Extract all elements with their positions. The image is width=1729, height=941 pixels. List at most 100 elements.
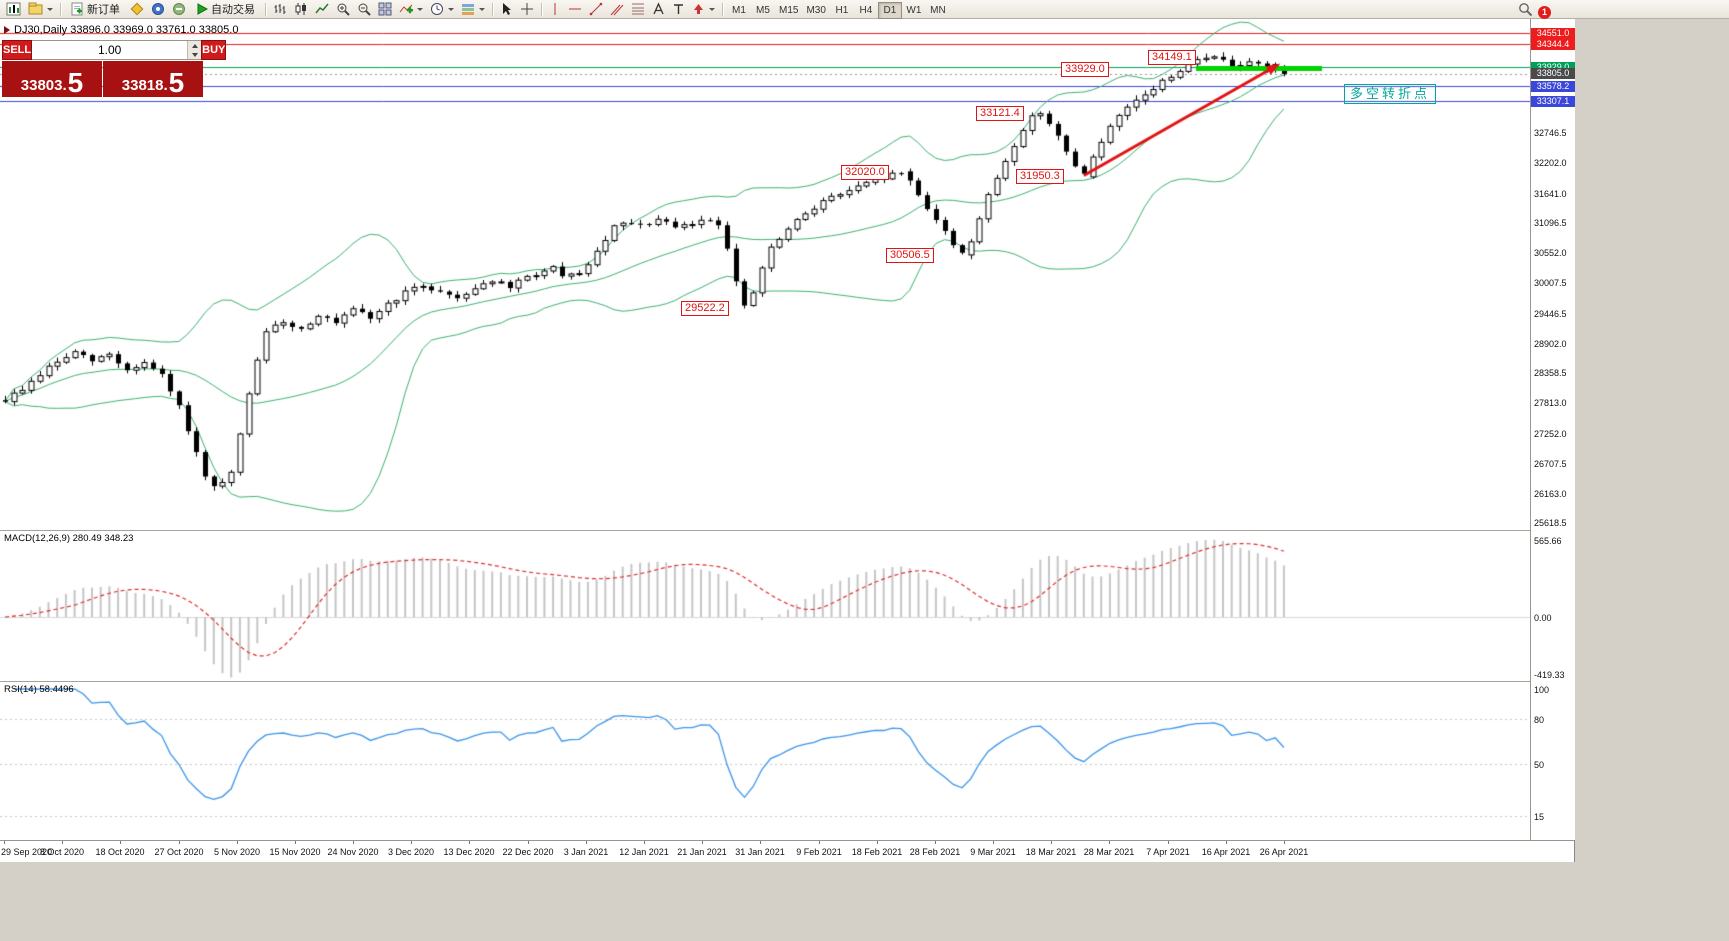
line-chart-icon[interactable] (312, 1, 332, 18)
zoom-in-icon[interactable] (333, 1, 353, 18)
price-tick-label: 25618.5 (1534, 518, 1567, 529)
price-annotation[interactable]: 29522.2 (681, 301, 729, 316)
time-tick-label: 7 Apr 2021 (1146, 847, 1190, 857)
macd-axis-label: 0.00 (1534, 613, 1552, 623)
price-annotation[interactable]: 31950.3 (1016, 169, 1064, 184)
buy-button[interactable]: BUY (201, 40, 227, 60)
price-annotation[interactable]: 30506.5 (886, 248, 934, 263)
time-tick (1168, 841, 1169, 844)
timeframe-m1[interactable]: M1 (727, 2, 751, 19)
options-icon[interactable] (169, 1, 189, 18)
time-tick (877, 841, 878, 844)
price-tick-label: 26163.0 (1534, 488, 1567, 499)
time-tick (120, 841, 121, 844)
price-line-label: 33805.0 (1531, 68, 1575, 80)
timeframe-h1[interactable]: H1 (830, 2, 854, 19)
time-tick (760, 841, 761, 844)
time-tick-label: 13 Dec 2020 (443, 847, 495, 857)
timeframe-mn[interactable]: MN (926, 2, 950, 19)
turning-point-label[interactable]: 多空转折点 (1344, 84, 1437, 104)
price-tick-label: 32746.5 (1534, 127, 1567, 138)
tile-windows-icon[interactable] (375, 1, 395, 18)
equidistant-channel-icon[interactable] (607, 1, 627, 18)
chart-header-text: DJ30,Daily 33896.0 33969.0 33761.0 33805… (14, 24, 239, 36)
price-annotation[interactable]: 33929.0 (1061, 62, 1109, 77)
price-tick-label: 27252.0 (1534, 428, 1567, 439)
volume-down-button[interactable] (188, 50, 202, 59)
fibonacci-icon[interactable] (628, 1, 648, 18)
price-axis[interactable]: 32746.5 32202.0 31641.0 31096.5 30552.0 30007… (1530, 19, 1575, 840)
timeframe-m5[interactable]: M5 (751, 2, 775, 19)
new-chart-icon[interactable] (3, 1, 24, 18)
time-tick (702, 841, 703, 844)
time-tick (1284, 841, 1285, 844)
sell-button[interactable]: SELL (2, 40, 33, 60)
volume-input[interactable] (32, 41, 188, 59)
chart-window: DJ30,Daily 33896.0 33969.0 33761.0 33805… (0, 19, 1575, 862)
timeframe-h4[interactable]: H4 (854, 2, 878, 19)
sell-price[interactable]: 33803. 5 (2, 61, 102, 97)
notifications-badge[interactable]: 1 (1538, 5, 1551, 19)
bar-chart-icon[interactable] (270, 1, 290, 18)
new-order-button[interactable]: 新订单 (65, 1, 126, 18)
chart-profiles-icon[interactable] (25, 1, 56, 18)
time-tick-label: 15 Nov 2020 (269, 847, 321, 857)
crosshair-icon[interactable] (517, 1, 537, 18)
time-tick (179, 841, 180, 844)
timeframe-d1[interactable]: D1 (877, 1, 902, 19)
buy-price[interactable]: 33818. 5 (103, 61, 203, 97)
candlestick-chart-icon[interactable] (291, 1, 311, 18)
price-line-label: 33929.0 (1531, 61, 1575, 73)
text-icon[interactable] (649, 1, 668, 18)
toolbar-separator (60, 2, 61, 16)
buy-price-big-digit: 5 (168, 66, 185, 98)
arrows-icon[interactable] (689, 1, 718, 18)
time-tick (819, 841, 820, 844)
trendline-icon[interactable] (586, 1, 606, 18)
vertical-line-icon[interactable] (546, 1, 564, 18)
time-tick (1226, 841, 1227, 844)
search-icon[interactable] (1518, 2, 1533, 22)
timeframe-m15[interactable]: M15 (775, 2, 802, 19)
metaeditor-icon[interactable] (127, 1, 147, 18)
price-annotation[interactable]: 34149.1 (1148, 50, 1196, 65)
price-tick-label: 28902.0 (1534, 338, 1567, 349)
rsi-axis-label: 100 (1534, 685, 1550, 695)
time-tick (295, 841, 296, 844)
community-icon[interactable] (148, 1, 168, 18)
volume-up-button[interactable] (188, 41, 202, 50)
zoom-out-icon[interactable] (354, 1, 374, 18)
time-tick-label: 26 Apr 2021 (1259, 847, 1309, 857)
time-tick-label: 28 Feb 2021 (909, 847, 961, 857)
time-tick-label: 31 Jan 2021 (735, 847, 785, 857)
price-tick-label: 31641.0 (1534, 188, 1567, 199)
timeframe-m30[interactable]: M30 (802, 2, 829, 19)
cursor-icon[interactable] (497, 1, 516, 18)
price-tick-label: 32202.0 (1534, 157, 1567, 168)
indicators-icon[interactable] (396, 1, 426, 18)
time-tick-label: 5 Nov 2020 (213, 847, 261, 857)
timeframe-w1[interactable]: W1 (902, 2, 926, 19)
time-tick-label: 22 Dec 2020 (502, 847, 554, 857)
macd-axis-label: -419.33 (1534, 670, 1565, 681)
price-annotation[interactable]: 32020.0 (841, 165, 889, 180)
panel-separator-rsi[interactable] (0, 681, 1574, 682)
time-tick (62, 841, 63, 844)
macd-label: MACD(12,26,9) 280.49 348.23 (4, 533, 134, 544)
time-tick-label: 18 Feb 2021 (851, 847, 903, 857)
text-label-icon[interactable] (669, 1, 688, 18)
horizontal-line-icon[interactable] (565, 1, 585, 18)
time-tick-label: 18 Mar 2021 (1025, 847, 1077, 857)
toolbar-right-group: 1 (1518, 2, 1551, 22)
buy-price-head: 33818. (121, 76, 168, 94)
price-annotation[interactable]: 33121.4 (976, 106, 1024, 121)
time-tick (935, 841, 936, 844)
time-tick (993, 841, 994, 844)
time-tick-label: 8 Oct 2020 (39, 847, 85, 857)
templates-icon[interactable] (458, 1, 488, 18)
autotrading-button[interactable]: 自动交易 (190, 1, 261, 18)
time-axis[interactable]: 29 Sep 2020 8 Oct 2020 18 Oct 2020 27 Oct 2… (0, 840, 1574, 862)
panel-separator-macd[interactable] (0, 530, 1574, 531)
price-chart-canvas[interactable] (0, 19, 1530, 840)
periods-icon[interactable] (427, 1, 457, 18)
